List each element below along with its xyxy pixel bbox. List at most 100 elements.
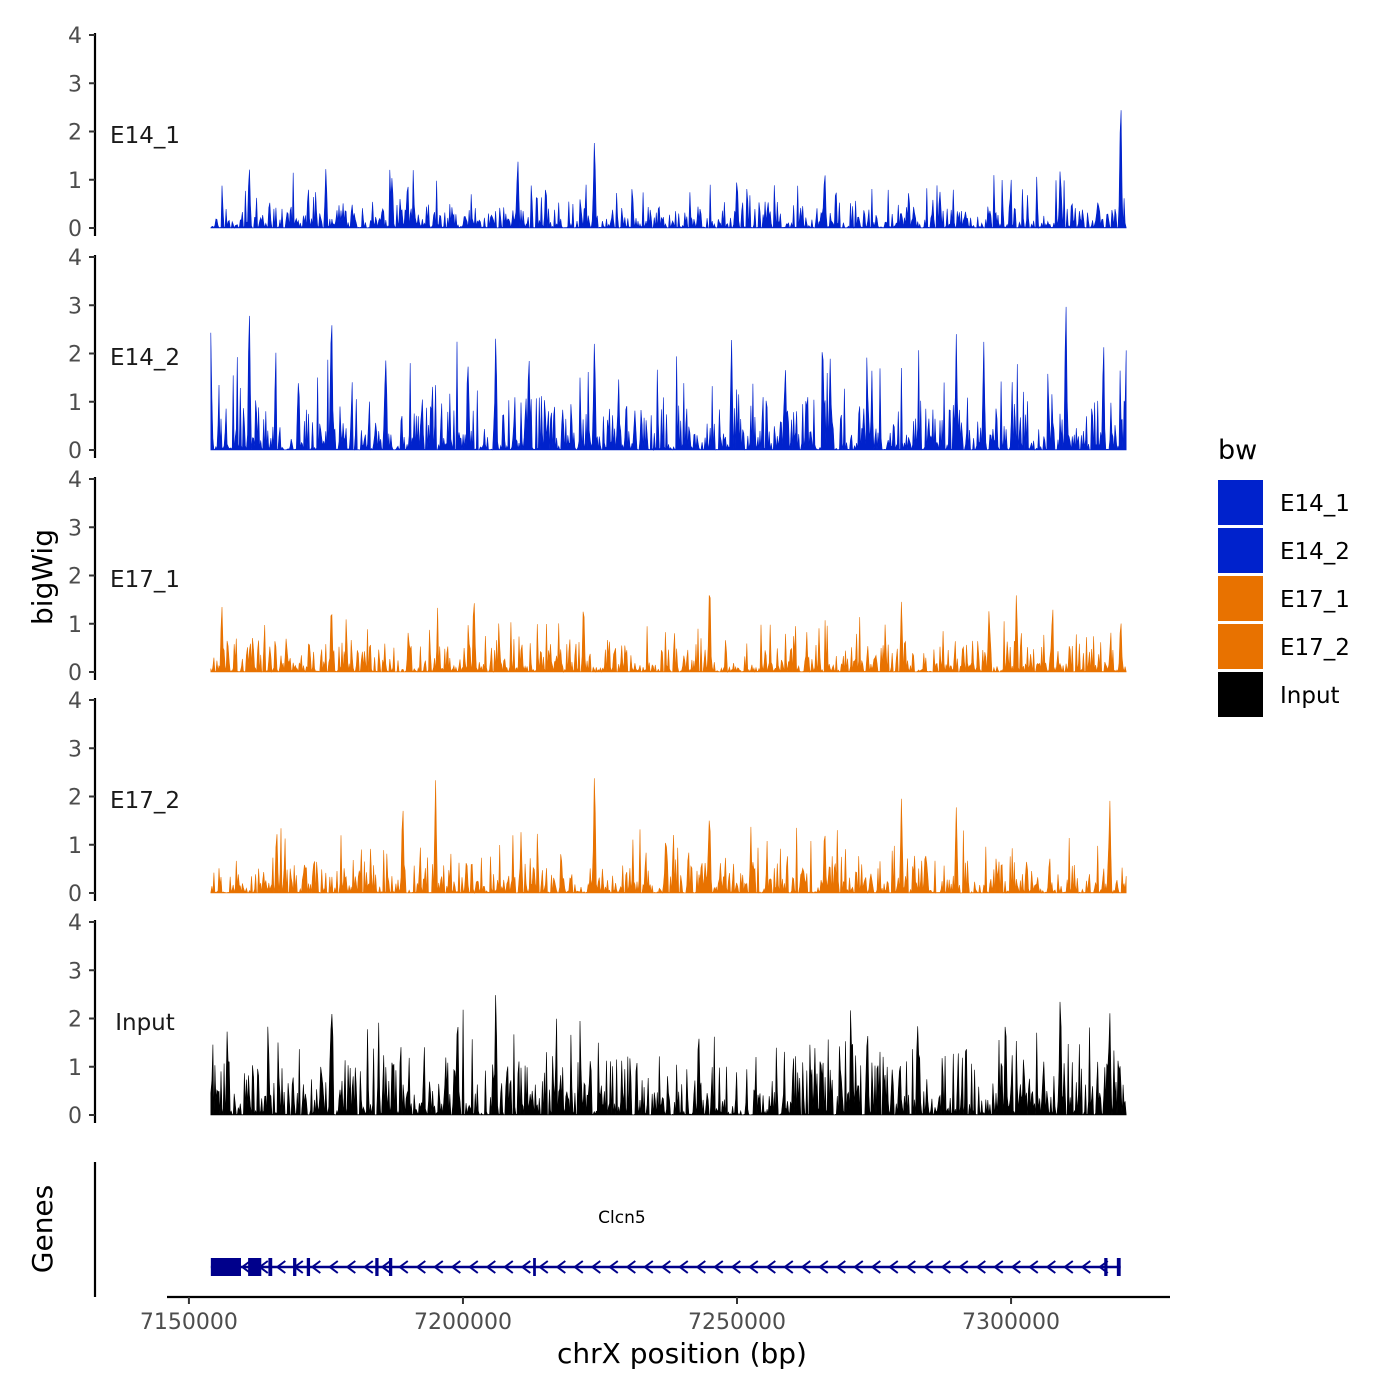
gene-exon	[388, 1258, 393, 1276]
gene-exon	[533, 1258, 536, 1276]
strand-arrow-icon	[923, 1260, 934, 1274]
gene-exon	[210, 1258, 241, 1276]
strand-arrow-icon	[940, 1260, 951, 1274]
strand-arrow-icon	[1045, 1260, 1056, 1274]
y-tick-label: 1	[68, 1056, 82, 1081]
gene-exon	[375, 1258, 379, 1276]
strand-arrow-icon	[503, 1260, 514, 1274]
legend-label-E14_2: E14_2	[1280, 539, 1350, 565]
legend-swatch-Input	[1218, 672, 1263, 717]
signal-area-E14_2	[210, 306, 1127, 452]
gene-exon	[248, 1258, 262, 1276]
strand-arrow-icon	[678, 1260, 689, 1274]
track-label-E14_2: E14_2	[110, 345, 180, 371]
legend-swatch-E17_1	[1218, 576, 1263, 621]
strand-arrow-icon	[975, 1260, 986, 1274]
x-tick-label: 7250000	[688, 1310, 786, 1335]
y-tick-label: 2	[68, 565, 82, 590]
strand-arrow-icon	[398, 1260, 409, 1274]
strand-arrow-icon	[240, 1260, 251, 1274]
strand-arrow-icon	[905, 1260, 916, 1274]
strand-arrow-icon	[573, 1260, 584, 1274]
y-tick-label: 1	[68, 169, 82, 194]
y-tick-label: 2	[68, 343, 82, 368]
gene-exon	[306, 1258, 311, 1276]
strand-arrow-icon	[800, 1260, 811, 1274]
strand-arrow-icon	[1063, 1260, 1074, 1274]
y-tick-label: 3	[68, 959, 82, 984]
strand-arrow-icon	[555, 1260, 566, 1274]
y-tick-label: 2	[68, 1008, 82, 1033]
y-tick-label: 1	[68, 391, 82, 416]
legend-swatch-E14_2	[1218, 528, 1263, 573]
signal-area-Input	[210, 995, 1127, 1116]
signal-area-E14_1	[210, 110, 1127, 229]
strand-arrow-icon	[993, 1260, 1004, 1274]
strand-arrow-icon	[468, 1260, 479, 1274]
y-tick-label: 0	[68, 661, 82, 686]
strand-arrow-icon	[660, 1260, 671, 1274]
y-tick-label: 3	[68, 516, 82, 541]
gene-exon	[268, 1258, 273, 1276]
y-tick-label: 1	[68, 834, 82, 859]
track-Input: 0 1 2 3 4 Input	[68, 911, 1127, 1129]
legend-title: bw	[1218, 435, 1257, 466]
strand-arrow-icon	[713, 1260, 724, 1274]
legend-swatch-E17_2	[1218, 624, 1263, 669]
strand-arrow-icon	[415, 1260, 426, 1274]
strand-arrow-icon	[870, 1260, 881, 1274]
signal-tracks: 0 1 2 3 4 E14_1 0 1 2 3 4 E14_2 0 1 2 3 4 E17_1 0 1 2 3 4 E17_2…	[68, 24, 1127, 1129]
strand-arrow-icon	[380, 1260, 391, 1274]
x-tick-label: 7150000	[140, 1310, 238, 1335]
signal-area-E17_2	[210, 778, 1127, 895]
track-E17_1: 0 1 2 3 4 E17_1	[68, 468, 1127, 686]
genes-axis-title: Genes	[26, 1185, 59, 1273]
strand-arrow-icon	[310, 1260, 321, 1274]
strand-arrow-icon	[958, 1260, 969, 1274]
y-tick-label: 3	[68, 737, 82, 762]
strand-arrow-icon	[818, 1260, 829, 1274]
legend-label-E17_1: E17_1	[1280, 587, 1350, 613]
x-axis: 7150000 7200000 7250000 7300000	[140, 1295, 1170, 1335]
strand-arrow-icon	[765, 1260, 776, 1274]
gene-exon	[293, 1258, 297, 1276]
track-label-E17_1: E17_1	[110, 567, 180, 593]
y-tick-label: 0	[68, 882, 82, 907]
y-tick-label: 1	[68, 613, 82, 638]
y-tick-label: 4	[68, 689, 82, 714]
y-tick-label: 4	[68, 24, 82, 49]
strand-arrow-icon	[363, 1260, 374, 1274]
gene-track: Genes Clcn5	[26, 1162, 1121, 1297]
x-tick-label: 7200000	[414, 1310, 512, 1335]
strand-arrow-icon	[433, 1260, 444, 1274]
strand-arrow-icon	[345, 1260, 356, 1274]
strand-arrow-icon	[520, 1260, 531, 1274]
strand-arrow-icon	[590, 1260, 601, 1274]
y-tick-label: 4	[68, 911, 82, 936]
track-E14_1: 0 1 2 3 4 E14_1	[68, 24, 1127, 242]
y-tick-label: 0	[68, 439, 82, 464]
track-label-Input: Input	[115, 1010, 175, 1036]
gene-exon	[1116, 1258, 1121, 1276]
strand-arrow-icon	[1010, 1260, 1021, 1274]
strand-arrow-icon	[625, 1260, 636, 1274]
gene-name-label: Clcn5	[598, 1208, 646, 1228]
strand-arrow-icon	[608, 1260, 619, 1274]
gene-clcn5[interactable]	[210, 1258, 1121, 1276]
y-tick-label: 4	[68, 468, 82, 493]
x-axis-title: chrX position (bp)	[557, 1337, 807, 1370]
legend-label-E17_2: E17_2	[1280, 635, 1350, 661]
strand-arrow-icon	[328, 1260, 339, 1274]
strand-arrow-icon	[730, 1260, 741, 1274]
legend-swatch-E14_1	[1218, 480, 1263, 525]
strand-arrow-icon	[853, 1260, 864, 1274]
y-tick-label: 3	[68, 294, 82, 319]
legend-label-E14_1: E14_1	[1280, 491, 1350, 517]
y-tick-label: 0	[68, 217, 82, 242]
strand-arrow-icon	[783, 1260, 794, 1274]
strand-arrow-icon	[275, 1260, 286, 1274]
gene-exon	[1104, 1258, 1108, 1276]
strand-arrow-icon	[538, 1260, 549, 1274]
strand-arrow-icon	[695, 1260, 706, 1274]
track-E14_2: 0 1 2 3 4 E14_2	[68, 246, 1127, 464]
